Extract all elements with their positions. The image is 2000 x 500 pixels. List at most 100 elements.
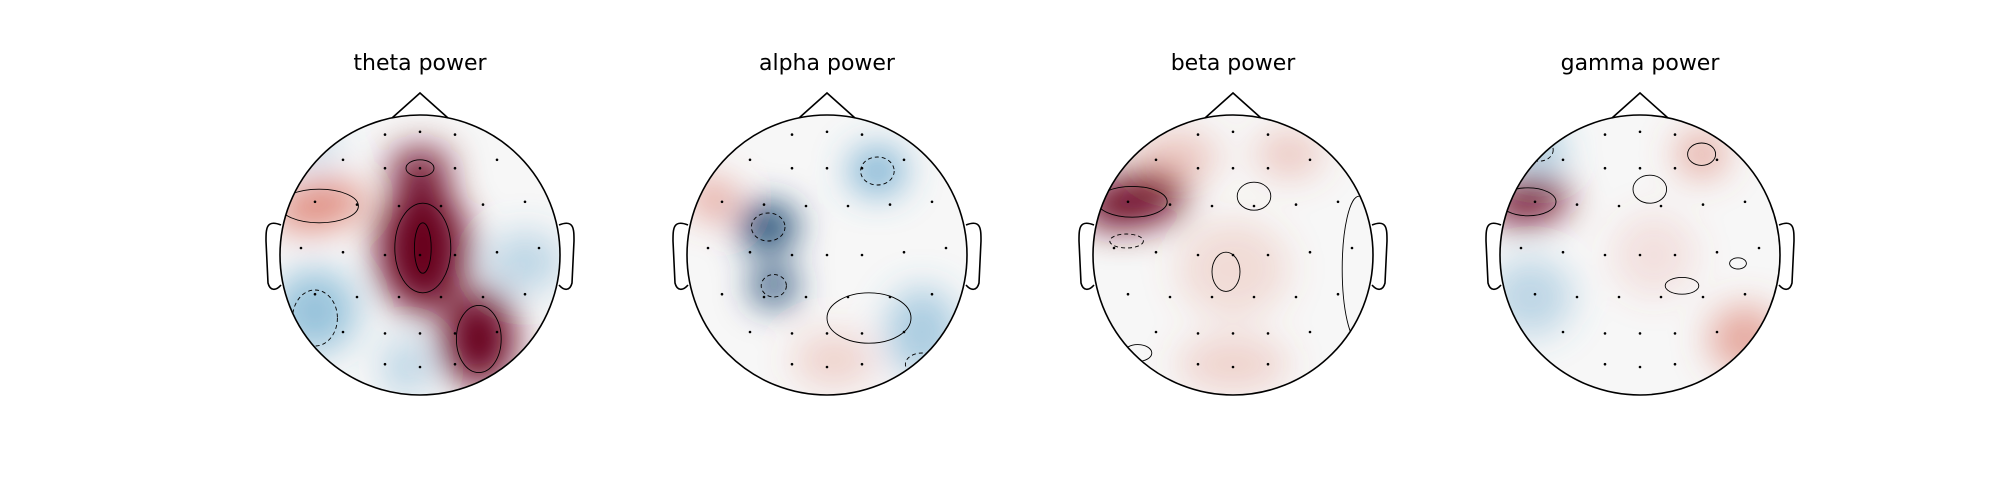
sensor-positions [1112,130,1354,369]
sensor-dot [1336,200,1340,204]
sensor-dot [1126,200,1130,204]
sensor-dot [1252,295,1256,299]
sensor-dot [1154,330,1158,334]
sensor-dot [313,200,317,204]
sensor-dot [1638,253,1642,257]
sensor-dot [1603,133,1607,136]
sensor-dot [355,295,359,299]
gamma-power-topomap: gamma power [1485,51,1795,396]
sensor-dot [720,200,724,204]
contour-line [280,188,359,224]
sensor-dot [1638,365,1642,369]
contour-line [1236,181,1272,211]
sensor-dot [418,253,422,257]
sensor-dot [1603,166,1607,170]
region-central [378,183,468,313]
sensor-dot [1659,204,1663,208]
power-field [689,147,959,388]
sensor-dot [1294,295,1298,299]
nose [1204,91,1262,119]
sensor-dot [1231,253,1235,257]
left-ear [265,222,282,291]
alpha-power-topomap: alpha power [672,51,982,396]
sensor-dot [383,166,387,170]
sensor-dot [748,330,752,334]
sensor-dot [1308,330,1312,334]
left-ear [1485,222,1502,291]
sensor-dot [902,250,906,254]
sensor-dot [860,362,864,366]
sensor-dot [1617,204,1621,208]
head-outline [1499,114,1781,396]
sensor-dot [453,253,457,257]
sensor-dot [1603,362,1607,366]
sensor-dot [537,246,541,250]
sensor-dot [1308,158,1312,162]
contour-line [405,159,435,178]
sensor-dot [804,295,808,299]
region-right-posterior [885,287,959,377]
sensor-dot [1701,203,1705,206]
sensor-dot [1533,200,1537,204]
sensor-dot [1231,166,1235,170]
sensor-dot [860,133,864,136]
sensor-dot [439,204,443,208]
sensor-dot [1266,133,1270,136]
sensor-dot [383,253,387,257]
sensor-dot [453,332,457,335]
sensor-dot [523,292,527,296]
contour-line [1109,233,1144,249]
sensor-dot [902,158,906,162]
sensor-positions [706,130,948,369]
contour-line [750,212,786,242]
sensor-dot [930,200,934,204]
sensor-dot [1715,158,1719,162]
sensor-dot [341,330,345,334]
sensor-dot [1575,203,1579,206]
sensor-dot [453,362,457,366]
contour-line [394,202,452,294]
sensor-dot [944,246,948,250]
region-left-parietal [751,266,797,306]
sensor-dot [1308,250,1312,254]
sensor-dot [1231,365,1235,369]
contour-line [1500,187,1557,217]
contour-line [1664,276,1700,295]
head-outline [1092,114,1374,396]
sensor-dot [1266,253,1270,257]
region-right-frontal [1676,131,1727,177]
sensor-dot [1196,166,1200,170]
sensor-dot [1638,166,1642,170]
sensor-dot [1210,204,1214,208]
contour-lines [750,156,940,376]
sensor-dot [902,330,906,334]
sensor-dot [790,332,794,335]
head-outline [279,114,561,396]
region-right-temporal [485,231,560,293]
contour-line [860,156,895,186]
sensor-dot [1519,246,1523,250]
theta-power-title: theta power [353,51,487,76]
sensor-dot [825,166,829,170]
sensor-dot [383,362,387,366]
sensor-dot [825,332,829,335]
region-left-temporal [689,179,735,219]
theta-power-topomap: theta power [265,51,575,396]
sensor-dot [846,295,850,299]
region-right-frontal [849,147,906,195]
sensor-dot [1743,292,1747,296]
sensor-dot [418,332,422,335]
sensor-dot [748,250,752,254]
sensor-dot [418,365,422,369]
sensor-dot [1757,246,1761,250]
sensor-dot [341,250,345,254]
sensor-dot [804,204,808,208]
sensor-dot [748,158,752,162]
sensor-dot [1196,253,1200,257]
region-right-parietal-occipital [442,291,516,387]
contour-line [760,274,787,298]
sensor-dot [1561,158,1565,162]
sensor-dot [1210,295,1214,299]
sensor-dot [888,203,892,206]
sensor-dot [860,332,864,335]
